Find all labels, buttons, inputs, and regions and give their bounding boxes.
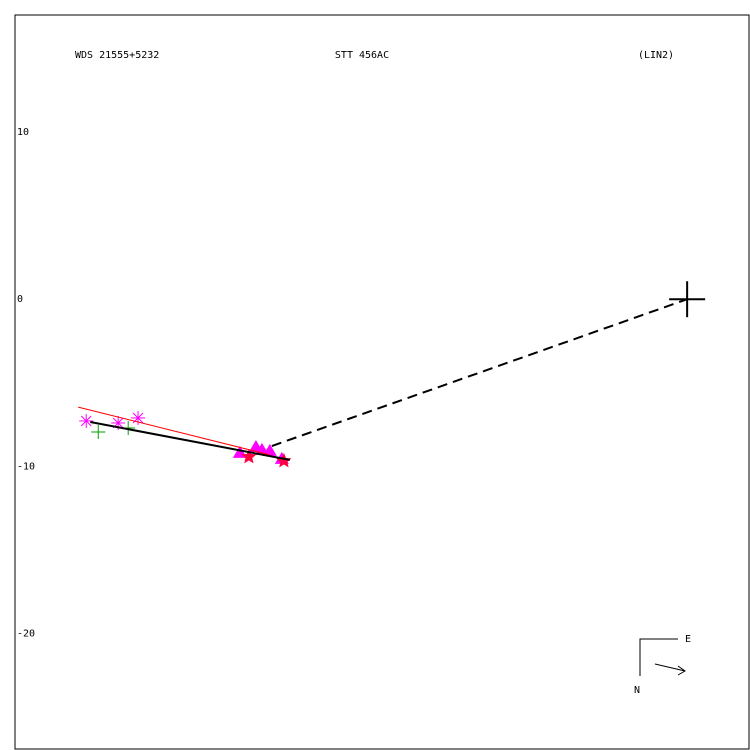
plus-point — [91, 424, 106, 439]
y-tick-label: -10 — [17, 461, 35, 472]
compass-axes — [639, 638, 678, 676]
y-tick-label: -20 — [17, 629, 35, 640]
asterisk-point — [79, 413, 94, 428]
compass-north: N — [634, 685, 640, 696]
y-tick-label: 10 — [17, 127, 29, 138]
motion-arrow — [654, 663, 686, 676]
header-right: (LIN2) — [638, 50, 674, 61]
star-point — [276, 452, 292, 468]
header-center: STT 456AC — [335, 50, 389, 61]
header-left: WDS 21555+5232 — [75, 50, 159, 61]
star-point — [241, 448, 257, 464]
fit-line — [90, 420, 291, 461]
compass-east: E — [685, 634, 691, 645]
fit-line — [78, 406, 270, 456]
dashed-line — [271, 298, 688, 447]
triangle-point — [262, 443, 277, 456]
plot-frame — [14, 14, 750, 750]
compass — [639, 638, 686, 676]
star — [241, 448, 257, 464]
star — [276, 452, 292, 468]
y-tick-label: 0 — [17, 294, 23, 305]
asterisk-stroke — [80, 415, 92, 427]
primary-point — [669, 281, 706, 318]
triangle — [262, 443, 277, 456]
